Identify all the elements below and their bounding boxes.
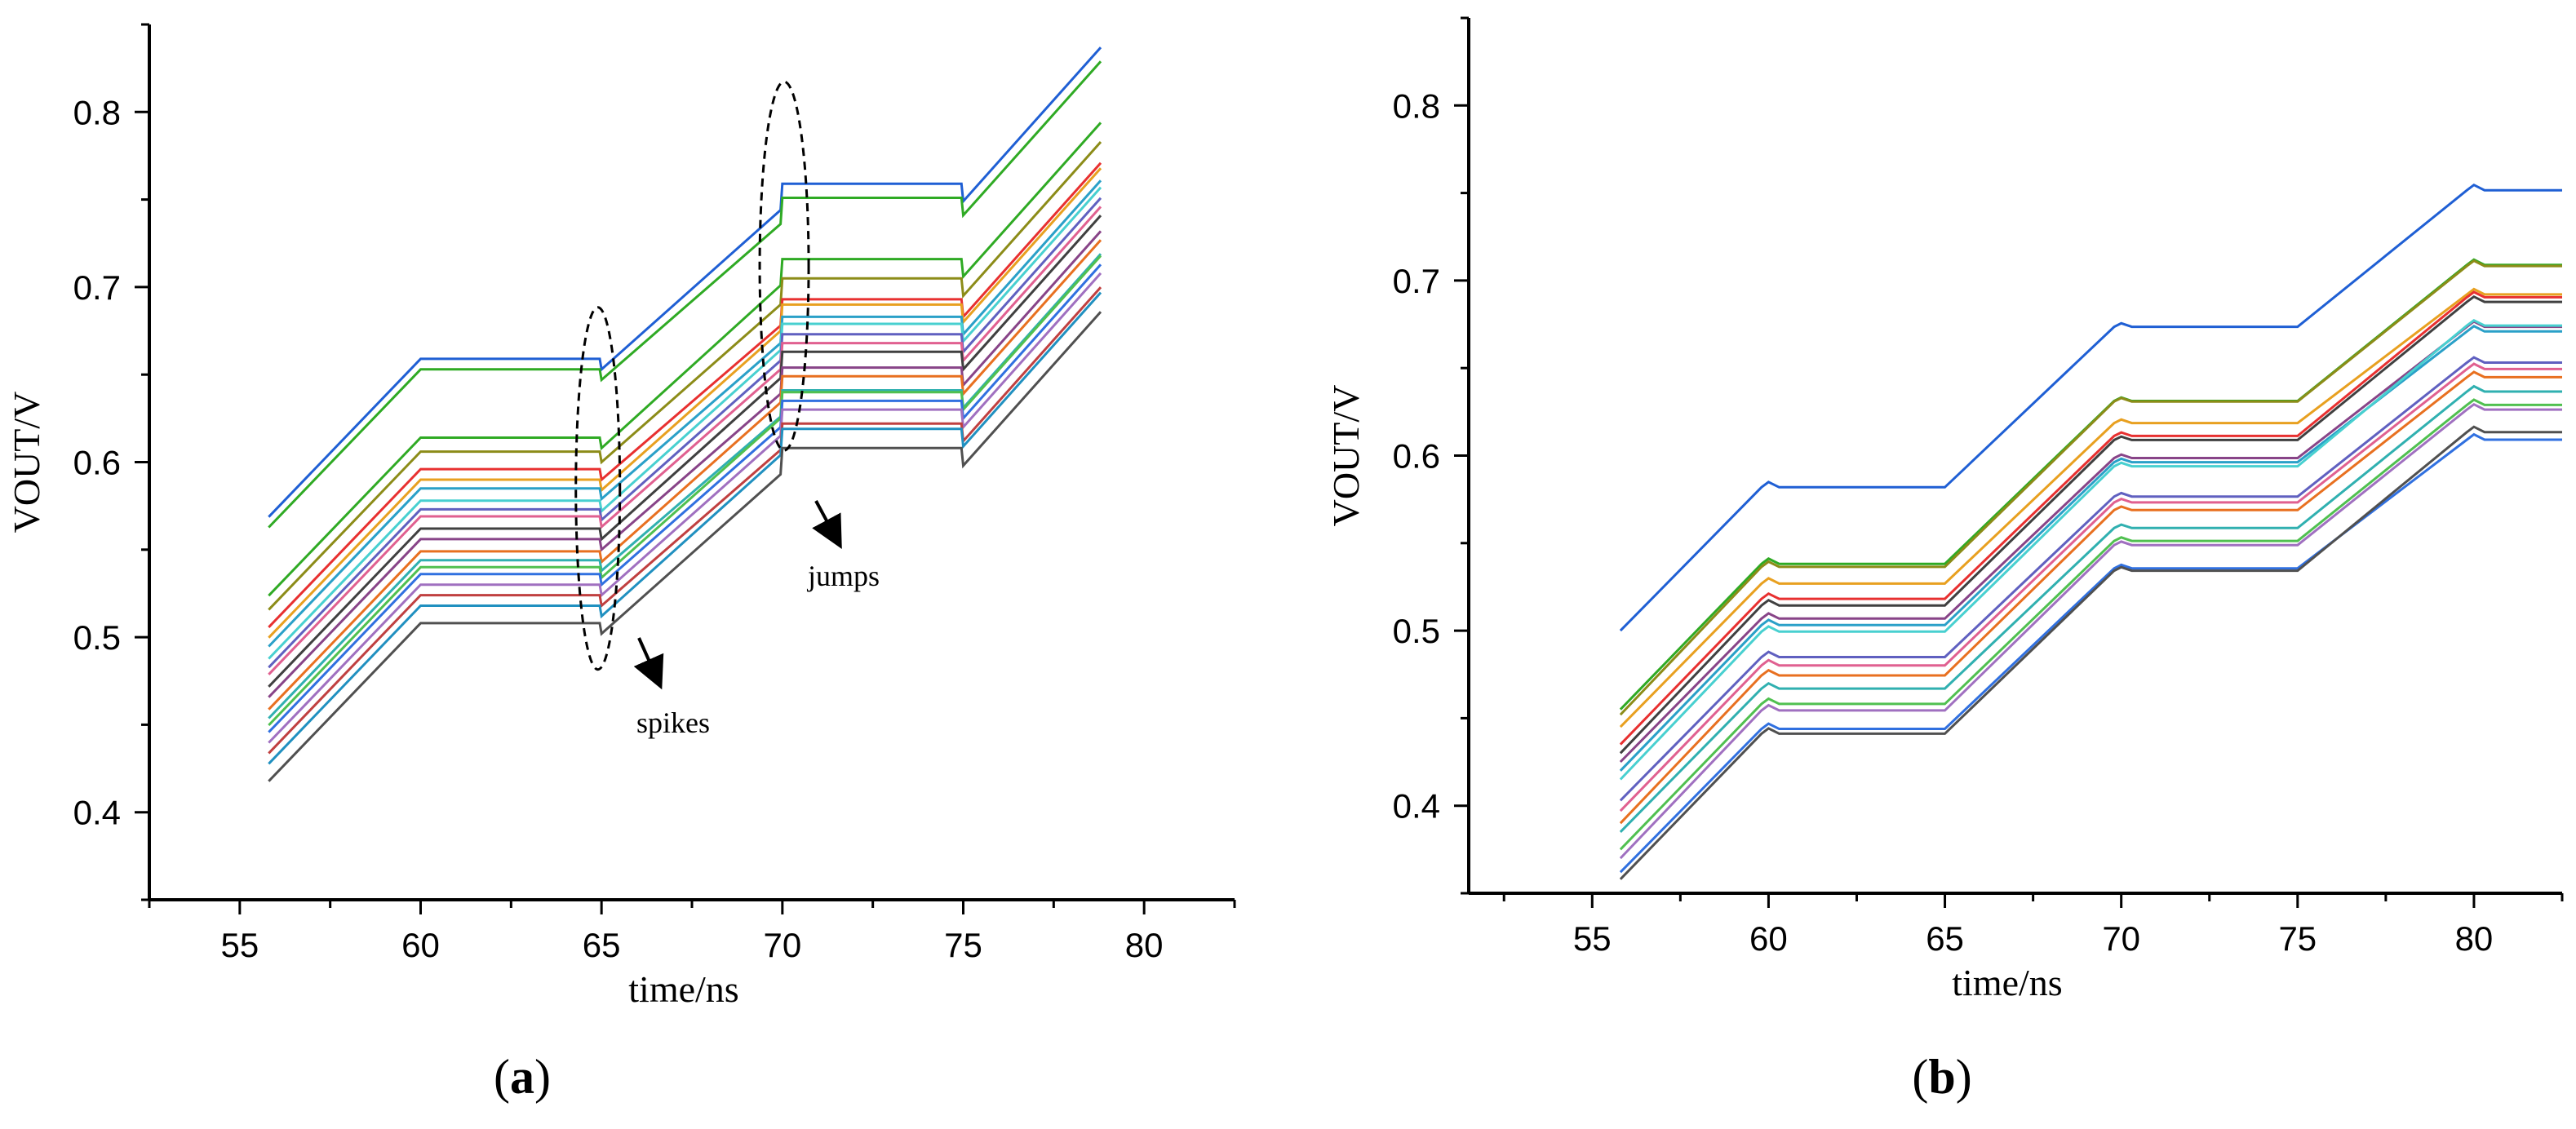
x-tick-label: 70: [2102, 919, 2140, 958]
y-tick-label: 0.8: [1393, 86, 1440, 125]
y-tick-label: 0.8: [73, 93, 121, 131]
series-line: [1619, 318, 2562, 781]
x-tick-label: 60: [401, 926, 440, 964]
spikes-annotation: spikes: [636, 706, 710, 739]
panel-label: (a): [494, 1050, 551, 1104]
series-line: [1619, 183, 2562, 632]
x-tick-label: 65: [1926, 919, 1964, 958]
series-line: [268, 291, 1102, 765]
series-line: [1619, 398, 2562, 851]
series-line: [1619, 425, 2562, 880]
x-axis-title: time/ns: [628, 968, 738, 1010]
series-line: [1619, 370, 2562, 825]
y-axis-title: VOUT/V: [6, 392, 47, 534]
y-tick-label: 0.7: [73, 268, 121, 307]
x-tick-label: 75: [2278, 919, 2317, 958]
series-line: [1619, 356, 2562, 802]
y-tick-label: 0.7: [1393, 262, 1440, 300]
y-tick-label: 0.5: [1393, 612, 1440, 650]
series-line: [1619, 320, 2562, 764]
series-line: [1619, 294, 2562, 755]
jumps-arrow: [812, 500, 842, 550]
series-line: [1619, 259, 2562, 716]
x-tick-label: 80: [1125, 926, 1164, 964]
x-tick-label: 55: [1573, 919, 1612, 958]
jumps-ellipse: [758, 80, 810, 452]
series-line: [1619, 402, 2562, 860]
y-tick-label: 0.6: [1393, 437, 1440, 476]
x-tick-label: 80: [2455, 919, 2494, 958]
x-tick-label: 60: [1749, 919, 1788, 958]
y-axis-title: VOUT/V: [1325, 385, 1367, 527]
spikes-ellipse: [574, 306, 622, 671]
series-line: [268, 60, 1102, 529]
series-line: [268, 253, 1102, 719]
spikes-arrow: [633, 637, 664, 690]
x-tick-label: 75: [944, 926, 982, 964]
x-tick-label: 70: [763, 926, 801, 964]
jumps-annotation: jumps: [806, 560, 880, 592]
series-line: [268, 141, 1102, 611]
series-line: [1619, 325, 2562, 772]
series-line: [268, 239, 1102, 711]
x-axis-title: time/ns: [1952, 962, 2062, 1003]
y-tick-label: 0.5: [73, 618, 121, 657]
x-tick-label: 65: [583, 926, 621, 964]
series-line: [1619, 362, 2562, 812]
series-line: [1619, 384, 2562, 833]
y-tick-label: 0.6: [73, 444, 121, 482]
series-line: [1619, 290, 2562, 746]
series-line: [268, 122, 1102, 597]
y-tick-label: 0.4: [73, 794, 121, 832]
series-line: [1619, 287, 2562, 728]
series-line: [268, 206, 1102, 675]
panel-label: (b): [1912, 1050, 1971, 1104]
chart-panel-b: 55 60 65 70 75 80 0.4 0.5 0.6 0.7 0.8 time/ns VOUT/V…: [1325, 16, 2564, 1104]
x-tick-label: 55: [220, 926, 259, 964]
y-tick-label: 0.4: [1393, 787, 1440, 826]
series-line: [268, 311, 1102, 782]
chart-panel-a: 55 60 65 70 75 80 0.4 0.5 0.6 0.7 0.8 time/ns VOUT/V…: [6, 23, 1236, 1104]
series-line: [1619, 432, 2562, 874]
